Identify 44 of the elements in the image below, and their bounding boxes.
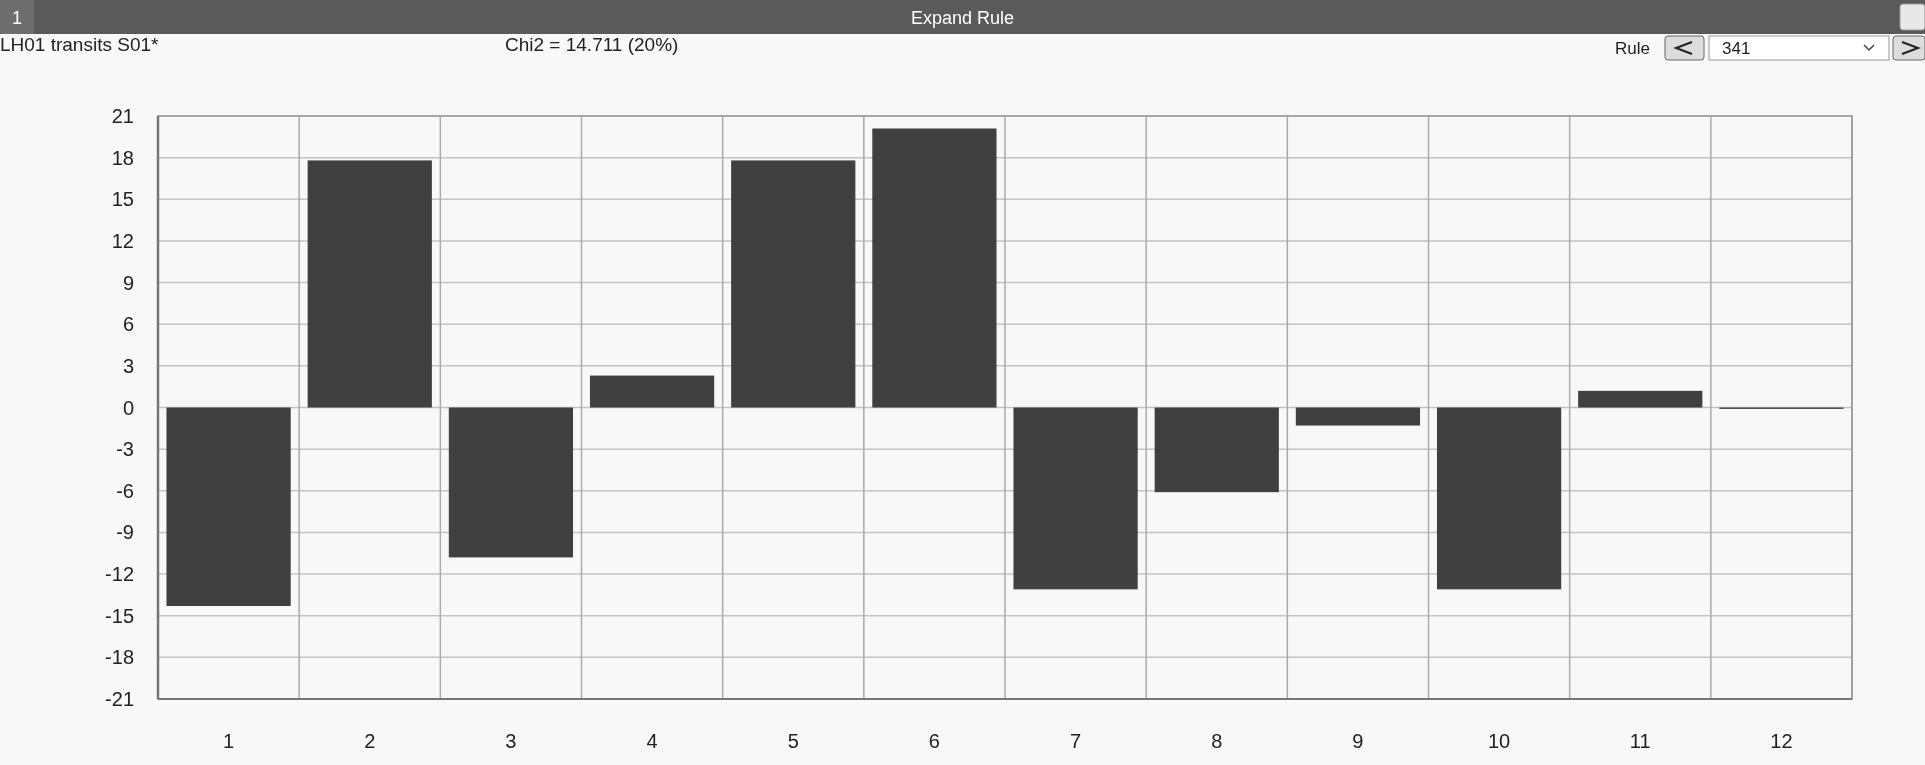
bar [589,375,715,408]
x-tick-label: 3 [505,730,517,752]
y-tick-label: 15 [111,188,134,211]
y-tick-label: 21 [111,105,134,127]
bar [448,407,574,558]
text: 341 [1722,39,1751,58]
chart-subtitle: LH01 transits S01* [0,34,160,55]
chart-title: Expand Rule [910,8,1015,28]
bar [731,160,856,408]
x-tick-label: 2 [364,730,376,752]
y-tick-label: 12 [111,229,134,252]
y-tick-label: -12 [105,563,134,586]
y-tick-label: 9 [122,271,134,294]
y-tick-label: 3 [122,354,134,377]
x-tick-label: 8 [1211,730,1223,752]
text: 1 [11,8,23,28]
y-tick-label: 0 [122,396,134,419]
text: Rule [1615,39,1650,58]
y-tick-label: -3 [116,438,134,461]
y-tick-label: -6 [116,479,134,502]
bar [307,160,432,408]
x-tick-label: 12 [1770,730,1793,752]
y-tick-label: -15 [105,604,134,627]
y-tick-label: -21 [105,688,134,710]
x-tick-label: 10 [1487,730,1511,752]
x-tick-label: 5 [787,730,799,752]
x-tick-label: 4 [646,730,658,752]
bar [872,128,997,408]
bar [1578,390,1703,408]
bar [166,407,291,606]
x-tick-label: 9 [1352,730,1364,752]
x-tick-label: 1 [223,730,235,752]
x-tick-label: 6 [928,730,940,752]
bar [1013,407,1138,590]
x-tick-label: 11 [1629,730,1651,752]
bar [1436,407,1562,590]
x-tick-label: 7 [1070,730,1082,752]
y-tick-label: -9 [116,521,134,544]
y-tick-label: 6 [122,313,134,336]
bar [1154,407,1279,493]
y-tick-label: -18 [105,646,134,669]
text: Chi2 = 14.711 (20%) [505,34,679,55]
y-tick-label: 18 [111,146,134,169]
bar [1295,407,1421,426]
